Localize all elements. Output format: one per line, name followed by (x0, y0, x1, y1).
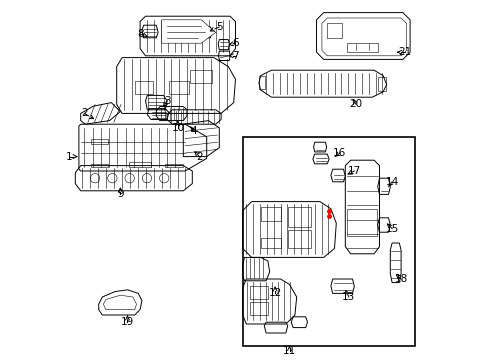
Polygon shape (162, 20, 215, 43)
Text: 6: 6 (232, 38, 238, 48)
Text: 21: 21 (397, 47, 410, 57)
Text: 3: 3 (163, 96, 170, 106)
Text: 2: 2 (196, 152, 203, 162)
Text: 15: 15 (385, 224, 398, 234)
Text: 4: 4 (190, 126, 197, 136)
Text: 9: 9 (117, 189, 123, 199)
Text: 17: 17 (347, 166, 360, 176)
Text: 16: 16 (333, 148, 346, 158)
Text: 19: 19 (121, 317, 134, 327)
Text: 7: 7 (232, 51, 238, 61)
Text: 18: 18 (394, 274, 407, 284)
Text: 5: 5 (216, 22, 222, 32)
Text: 8: 8 (137, 29, 143, 39)
Text: 10: 10 (171, 123, 184, 133)
Text: 12: 12 (268, 288, 281, 298)
Text: 13: 13 (342, 292, 355, 302)
Text: 20: 20 (349, 99, 362, 109)
Text: 2: 2 (81, 108, 87, 118)
Text: 11: 11 (282, 346, 296, 356)
Bar (242, 137, 415, 346)
Text: 1: 1 (66, 152, 72, 162)
Text: 14: 14 (385, 177, 398, 187)
